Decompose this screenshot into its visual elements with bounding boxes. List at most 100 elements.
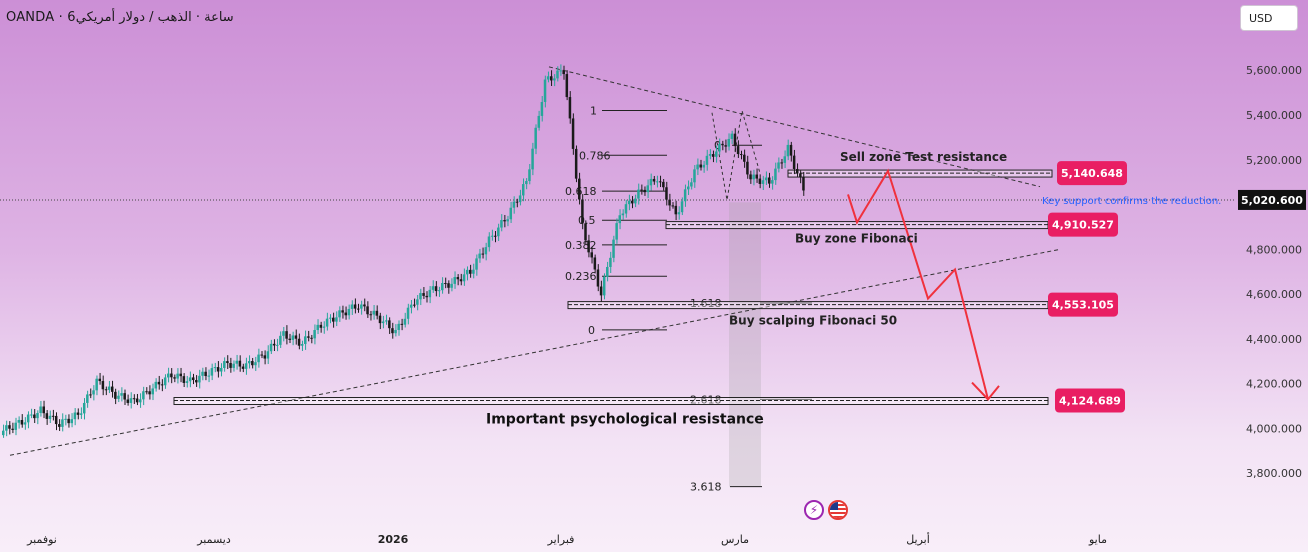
candle-body — [602, 276, 606, 296]
candle-body — [179, 373, 182, 377]
current-price-label: 5,020.600 — [1241, 194, 1303, 207]
candle-body — [276, 344, 279, 346]
candle-body — [120, 393, 123, 396]
candle-body — [565, 74, 569, 98]
candle-body — [391, 328, 394, 334]
candle-body — [335, 317, 338, 322]
candle-body — [462, 274, 466, 282]
price-tick-label: 4,800.000 — [1246, 243, 1302, 256]
candle-body — [135, 398, 139, 403]
candle-body — [677, 212, 681, 215]
candle-body — [749, 174, 752, 180]
fib-level-label: 0.618 — [565, 185, 597, 198]
candle-body — [48, 415, 52, 419]
highlight-band — [729, 202, 761, 487]
candle-body — [568, 97, 572, 119]
candle-body — [70, 419, 74, 424]
candle-body — [114, 391, 117, 399]
price-tag-label: 4,124.689 — [1059, 395, 1121, 408]
candle-body — [596, 269, 600, 287]
candle-body — [618, 215, 622, 224]
candle-body — [20, 419, 24, 425]
candle-body — [503, 220, 506, 222]
candle-body — [687, 186, 690, 190]
resistance-trendline[interactable] — [548, 66, 1041, 188]
candle-body — [721, 143, 724, 146]
candle-body — [353, 304, 357, 309]
candle-body — [655, 181, 659, 183]
annotation-text: Buy zone Fibonaci — [795, 232, 918, 246]
fib-level-label: 2.618 — [690, 393, 722, 406]
annotation-text: Key support confirms the reduction. — [1042, 196, 1221, 207]
price-tag[interactable] — [1048, 292, 1118, 317]
lightning-icon[interactable]: ⚡ — [804, 500, 824, 520]
candle-body — [574, 148, 578, 179]
candle-body — [764, 177, 768, 181]
candle-body — [384, 320, 388, 322]
projection-arrow[interactable] — [847, 168, 989, 400]
candle-body — [223, 361, 226, 368]
candle-body — [279, 335, 282, 345]
candle-body — [484, 247, 488, 255]
candle-body — [58, 424, 61, 427]
time-tick-label: مارس — [721, 533, 749, 546]
candle-body — [668, 199, 671, 206]
candle-body — [615, 223, 618, 240]
price-tag[interactable] — [1048, 212, 1118, 237]
candle-body — [755, 174, 759, 179]
fib-level-label: 1 — [590, 105, 597, 118]
candle-body — [500, 220, 503, 228]
candle-body — [715, 151, 718, 157]
candle-body — [761, 180, 765, 184]
candle-body — [425, 295, 428, 298]
candle-body — [437, 290, 441, 292]
price-tick-label: 5,200.000 — [1246, 154, 1302, 167]
candle-body — [360, 304, 363, 309]
support-trendline[interactable] — [9, 248, 1061, 456]
candle-body — [680, 201, 684, 213]
candle-body — [696, 164, 699, 170]
candle-body — [17, 419, 21, 423]
price-tag-label: 4,910.527 — [1052, 219, 1114, 232]
candle-body — [319, 324, 323, 328]
candle-body — [512, 201, 516, 208]
candle-body — [397, 323, 400, 330]
candle-body — [490, 235, 494, 237]
candle-body — [282, 331, 285, 336]
candle-body — [198, 375, 201, 383]
candle-body — [416, 299, 419, 305]
currency-button[interactable]: USD — [1240, 5, 1298, 31]
candle-body — [191, 377, 195, 381]
candle-body — [332, 317, 335, 322]
time-tick-label: نوفمبر — [26, 533, 57, 546]
candle-body — [33, 414, 36, 419]
candle-body — [369, 314, 372, 316]
fib-level-label: 0 — [588, 324, 595, 337]
price-tick-label: 3,800.000 — [1246, 467, 1302, 480]
price-tag[interactable] — [1057, 161, 1127, 186]
candle-body — [409, 304, 413, 308]
candle-body — [453, 277, 456, 284]
price-tag[interactable] — [1055, 388, 1125, 413]
candle-body — [730, 133, 734, 139]
candle-body — [441, 283, 444, 291]
candle-body — [54, 415, 58, 425]
candle-body — [235, 360, 239, 364]
price-tick-label: 4,600.000 — [1246, 288, 1302, 301]
candle-body — [621, 213, 625, 216]
candle-body — [325, 318, 329, 327]
us-flag-icon[interactable] — [828, 500, 848, 520]
fib-level-label: 3.618 — [690, 481, 722, 494]
symbol-title: OANDA · 6ساعة · الذهب / دولار أمريكي — [6, 10, 234, 25]
candle-body — [76, 412, 80, 415]
candle-body — [649, 178, 653, 186]
candle-body — [61, 419, 64, 427]
candle-body — [556, 70, 559, 79]
candle-body — [550, 76, 553, 81]
candle-body — [344, 312, 348, 316]
zone-box[interactable] — [173, 397, 1049, 406]
candle-body — [789, 144, 793, 156]
candle-body — [559, 70, 562, 72]
